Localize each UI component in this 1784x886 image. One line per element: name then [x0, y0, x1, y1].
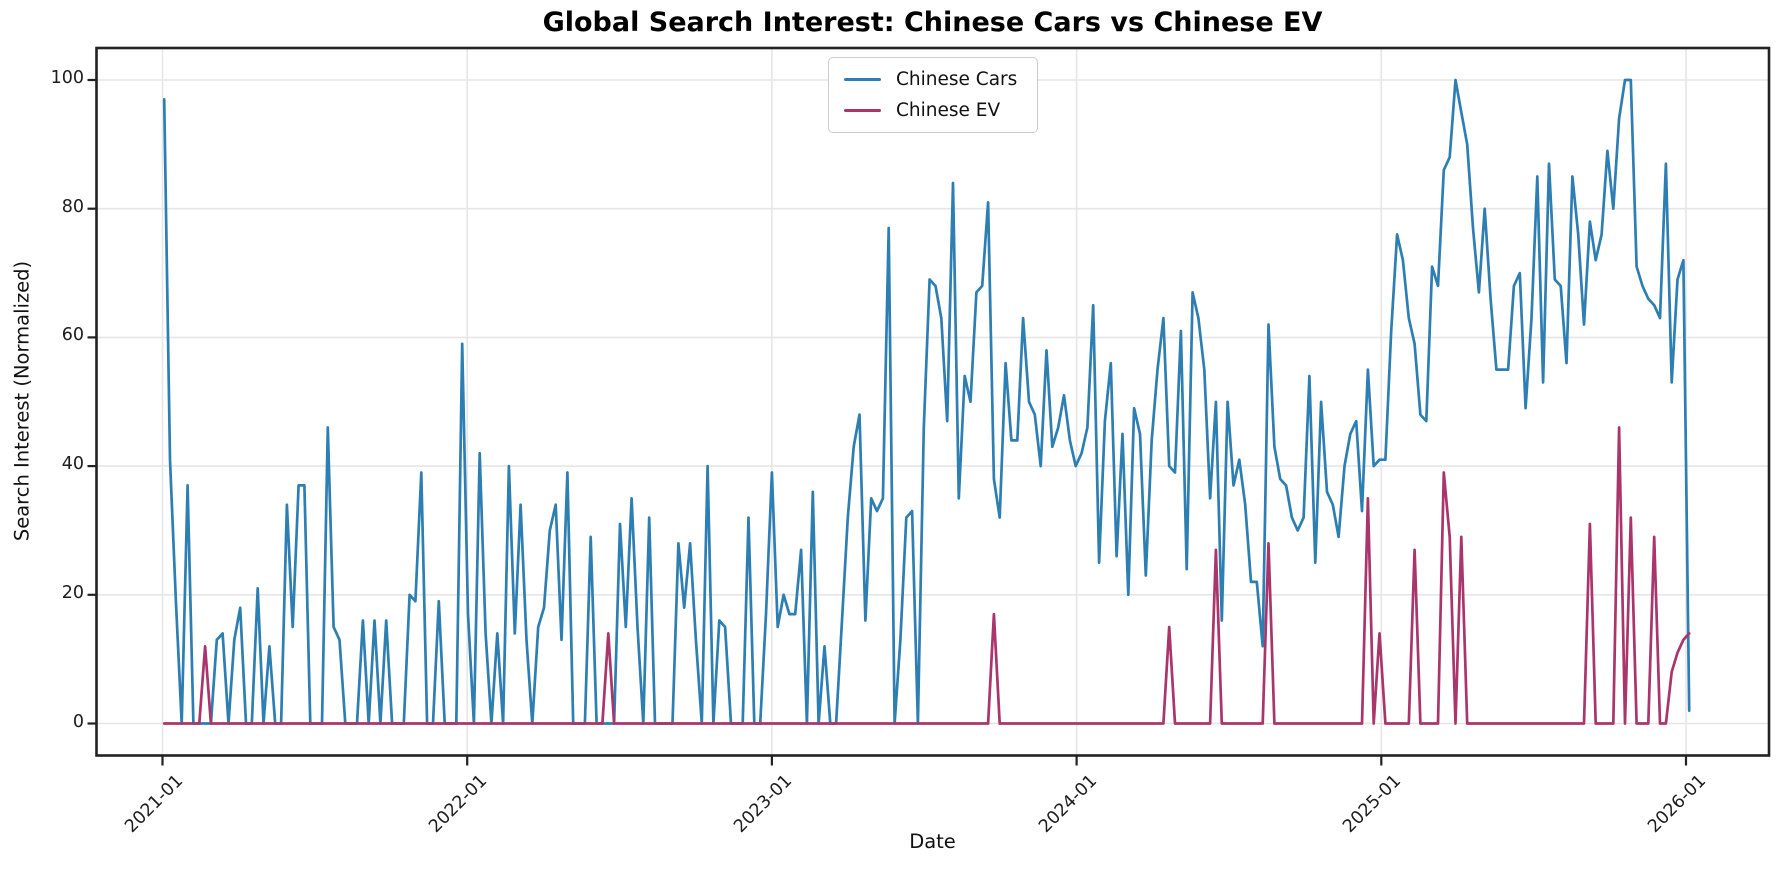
- y-tick-label: 80: [61, 196, 84, 217]
- legend-line-swatch-chinese-ev: [844, 108, 881, 113]
- legend-label-chinese-cars: Chinese Cars: [896, 69, 1018, 90]
- legend-item-chinese-cars: Chinese Cars: [844, 69, 1017, 90]
- y-tick-label: 40: [61, 454, 84, 475]
- legend: Chinese Cars Chinese EV: [828, 57, 1039, 133]
- y-tick-label: 60: [61, 325, 84, 346]
- y-tick-label: 100: [50, 68, 84, 88]
- x-axis-title: Date: [909, 830, 956, 853]
- chinese-cars-line: [162, 78, 1691, 725]
- y-tick-label: 20: [61, 582, 84, 603]
- legend-item-chinese-ev: Chinese EV: [844, 100, 1017, 121]
- chart-title: Global Search Interest: Chinese Cars vs …: [542, 7, 1323, 38]
- y-tick-label: 0: [72, 711, 84, 732]
- y-axis-title: Search Interest (Normalized): [10, 260, 34, 542]
- legend-line-swatch-chinese-cars: [844, 77, 881, 82]
- axes-spines: [95, 46, 1771, 757]
- chinese-ev-line: [162, 426, 1691, 725]
- legend-label-chinese-ev: Chinese EV: [896, 100, 1001, 121]
